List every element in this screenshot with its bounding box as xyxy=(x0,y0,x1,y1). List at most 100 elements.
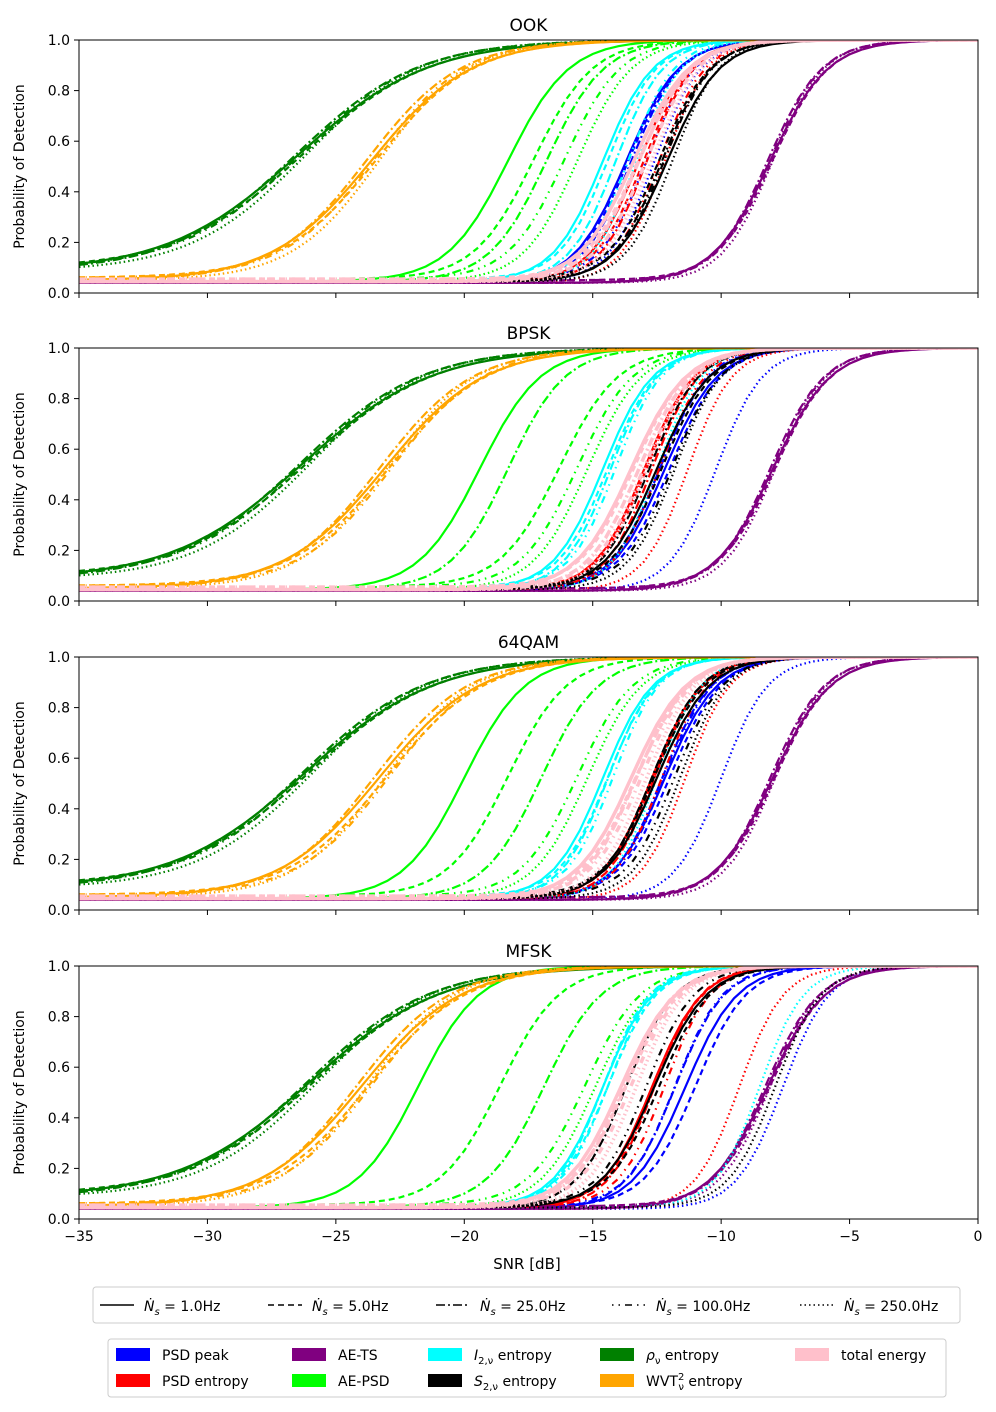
legend-method-label: ρν entropy xyxy=(646,1348,719,1367)
series-ae_psd-dashed xyxy=(79,966,978,1207)
x-tick-label: −20 xyxy=(450,1229,480,1245)
panel-title: MFSK xyxy=(505,942,552,962)
series-ae_ts-dashed xyxy=(79,40,978,282)
x-tick-label: −30 xyxy=(193,1229,223,1245)
y-axis-label: Probability of Detection xyxy=(12,392,28,556)
series-ae_ts-dashdot xyxy=(79,40,978,284)
series-i2-dashed xyxy=(79,40,978,281)
series-group xyxy=(79,348,978,592)
series-i2-loosedashdot xyxy=(79,966,978,1207)
series-wvt-dashed xyxy=(79,966,978,1205)
series-psd_peak-dotted xyxy=(79,348,978,592)
series-psd_entropy-dotted xyxy=(79,966,978,1210)
legend-method-s2: S2,ν entropy xyxy=(428,1374,557,1393)
series-rho-dashdot xyxy=(79,657,978,884)
series-total-dotted xyxy=(79,966,978,1210)
series-group xyxy=(79,40,978,284)
series-psd_peak-dashed xyxy=(79,966,978,1208)
series-ae_psd-loosedashdot xyxy=(79,348,978,589)
y-tick-label: 0.2 xyxy=(48,1161,70,1177)
series-ae_ts-dashdot xyxy=(79,348,978,592)
series-wvt-dashdot xyxy=(79,348,978,590)
legend-linestyle-250.0Hz: Ṅs = 250.0Hz xyxy=(800,1297,938,1318)
series-i2-loosedashdot xyxy=(79,348,978,589)
series-psd_entropy-dashdot xyxy=(79,40,978,284)
chart-panels: OOK Probability of Detection 0.0 0.2 0.4 0.6 0… xyxy=(12,16,982,1245)
series-ae_psd-dotted xyxy=(79,966,978,1209)
y-tick-label: 0.6 xyxy=(48,134,70,150)
legend-methods: PSD peak PSD entropy AE-TS AE-PSD I2,ν entro… xyxy=(107,1338,947,1398)
y-tick-label: 0.6 xyxy=(48,442,70,458)
y-tick-label: 0.8 xyxy=(48,84,70,100)
legend-linestyles: Ṅs = 1.0Hz Ṅs = 5.0Hz Ṅs = 25.0Hz Ṅs = 100.… xyxy=(92,1286,961,1324)
series-total-loosedashdot xyxy=(79,40,978,281)
y-tick-label: 1.0 xyxy=(48,33,70,49)
legend-swatch xyxy=(600,1348,634,1361)
series-s2-dashed xyxy=(79,348,978,589)
series-psd_entropy-solid xyxy=(79,966,978,1210)
series-total-dashdot xyxy=(79,40,978,284)
series-s2-loosedashdot xyxy=(79,657,978,898)
series-ae_psd-solid xyxy=(79,966,978,1209)
series-rho-solid xyxy=(79,40,978,265)
panel-title: 64QAM xyxy=(498,633,559,653)
x-tick-label: −10 xyxy=(706,1229,736,1245)
series-total-dashdot xyxy=(79,966,978,1210)
series-wvt-loosedashdot xyxy=(79,657,978,896)
panel-mfsk: MFSK Probability of Detection 0.0 0.2 0.4 0.6… xyxy=(12,942,982,1245)
legend-method-label: AE-TS xyxy=(338,1348,378,1364)
legend-swatch xyxy=(116,1374,150,1387)
series-ae_ts-solid xyxy=(79,657,978,901)
series-psd_entropy-dashed xyxy=(79,40,978,282)
legend-method-label: AE-PSD xyxy=(338,1374,390,1390)
series-psd_peak-loosedashdot xyxy=(79,657,978,899)
series-wvt-dotted xyxy=(79,966,978,1208)
series-rho-dotted xyxy=(79,40,978,269)
series-wvt-loosedashdot xyxy=(79,40,978,279)
series-total-dashed xyxy=(79,348,978,589)
x-tick-label: −25 xyxy=(321,1229,351,1245)
series-ae_ts-loosedashdot xyxy=(79,348,978,590)
series-s2-dashdot xyxy=(79,966,978,1209)
x-tick-label: −15 xyxy=(578,1229,608,1245)
legend-linestyle-100.0Hz: Ṅs = 100.0Hz xyxy=(612,1297,750,1318)
y-tick-label: 0.4 xyxy=(48,185,70,201)
series-total-dashed xyxy=(79,40,978,281)
series-ae_ts-dotted xyxy=(79,657,978,901)
series-psd_entropy-dashed xyxy=(79,348,978,590)
series-psd_entropy-dashed xyxy=(79,657,978,899)
y-tick-label: 0.8 xyxy=(48,701,70,717)
legend-method-wvt: WVT2 ν entropy xyxy=(600,1372,743,1393)
series-s2-solid xyxy=(79,966,978,1209)
series-psd_entropy-dotted xyxy=(79,348,978,592)
series-i2-dashed xyxy=(79,657,978,898)
series-psd_peak-dashed xyxy=(79,40,978,282)
y-axis-label: Probability of Detection xyxy=(12,1010,28,1174)
series-psd_peak-dashdot xyxy=(79,348,978,592)
series-psd_entropy-dashdot xyxy=(79,348,978,592)
series-wvt-dashdot xyxy=(79,966,978,1207)
y-tick-label: 0.2 xyxy=(48,852,70,868)
series-i2-dotted xyxy=(79,966,978,1209)
x-tick-label: −35 xyxy=(64,1229,94,1245)
series-total-dashed xyxy=(79,966,978,1207)
legend-method-label: PSD entropy xyxy=(162,1374,249,1390)
series-s2-dotted xyxy=(79,966,978,1209)
series-rho-solid xyxy=(79,348,978,574)
series-psd_entropy-dashed xyxy=(79,966,978,1208)
legend-method-rho: ρν entropy xyxy=(600,1348,719,1367)
series-s2-dotted xyxy=(79,40,978,283)
plot-frame xyxy=(78,39,979,294)
y-axis-label: Probability of Detection xyxy=(12,84,28,248)
legend-method-label: total energy xyxy=(841,1348,926,1364)
series-wvt-solid xyxy=(79,348,978,589)
legend-method-i2: I2,ν entropy xyxy=(428,1348,552,1367)
panel-title: OOK xyxy=(510,16,549,36)
series-psd_entropy-dotted xyxy=(79,40,978,284)
series-ae_ts-solid xyxy=(79,40,978,284)
series-ae_ts-loosedashdot xyxy=(79,657,978,899)
series-ae_ts-dotted xyxy=(79,40,978,284)
series-ae_psd-dashed xyxy=(79,348,978,589)
series-ae_psd-dashed xyxy=(79,657,978,898)
series-wvt-dashdot xyxy=(79,40,978,281)
